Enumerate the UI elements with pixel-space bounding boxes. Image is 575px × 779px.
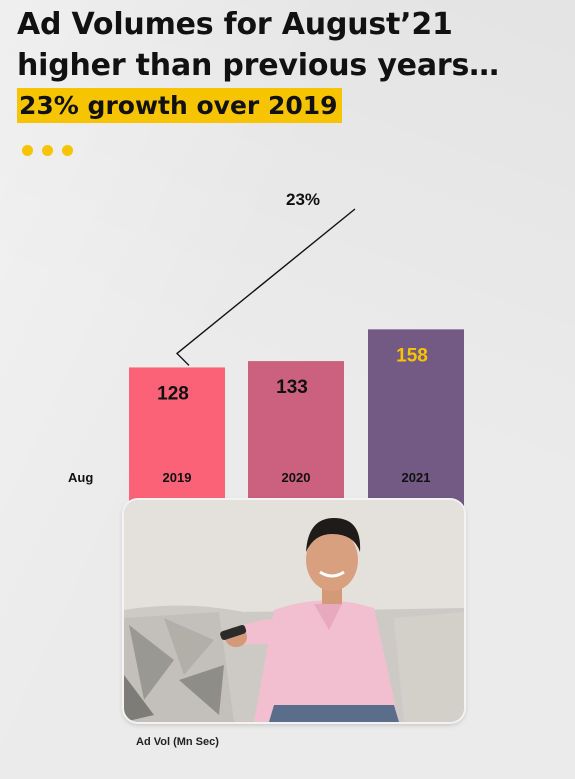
row-label: Aug [68, 470, 93, 485]
dot-icon [42, 145, 53, 156]
value-label-2020: 133 [276, 377, 308, 398]
growth-connector-line [175, 208, 356, 366]
dot-icon [22, 145, 33, 156]
photo-man-with-remote [124, 500, 464, 722]
title-line-2: higher than previous years… [17, 48, 499, 83]
page-title: Ad Volumes for August’21 higher than pre… [17, 4, 499, 86]
decorative-dots [22, 145, 73, 156]
title-line-1: Ad Volumes for August’21 [17, 7, 453, 42]
category-label-2021: 2021 [402, 470, 431, 485]
value-label-2019: 128 [157, 383, 189, 404]
value-label-2021: 158 [396, 345, 428, 366]
bar-2021 [368, 329, 464, 530]
axis-unit-label: Ad Vol (Mn Sec) [136, 736, 219, 748]
growth-subtitle: 23% growth over 2019 [17, 88, 342, 123]
category-label-2020: 2020 [282, 470, 311, 485]
dot-icon [62, 145, 73, 156]
category-label-2019: 2019 [163, 470, 192, 485]
growth-annotation: 23% [286, 190, 320, 209]
